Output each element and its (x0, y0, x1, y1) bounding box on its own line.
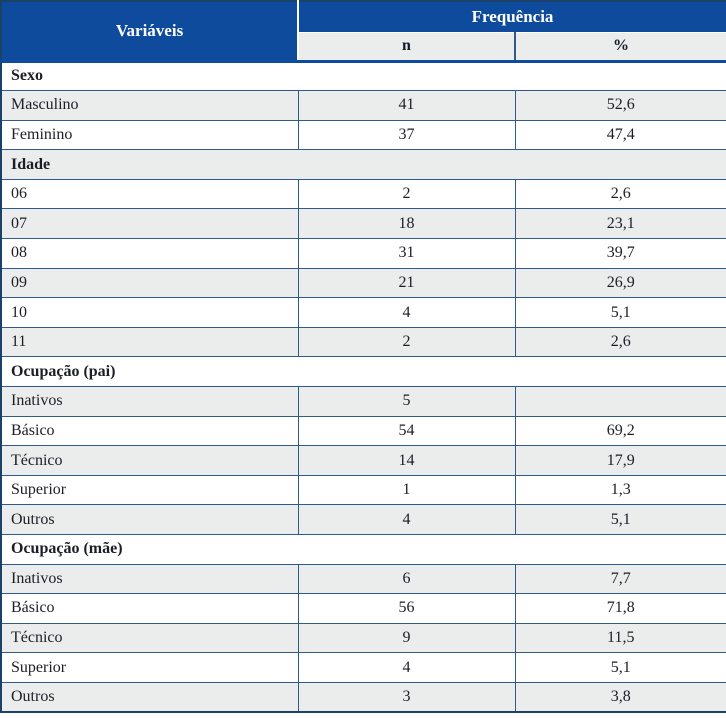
section-row: Ocupação (mãe) (0, 534, 726, 565)
row-pct-value: 11,5 (514, 622, 726, 654)
row-pct-value: 3,8 (514, 681, 726, 713)
row-n-value: 56 (297, 593, 516, 624)
header-row-1: Variáveis Frequência (1, 1, 726, 63)
row-pct-value: 5,1 (514, 504, 726, 535)
row-pct-value: 5,1 (514, 652, 726, 683)
row-label: 10 (0, 297, 299, 328)
row-n-value: 37 (297, 119, 516, 151)
row-pct-value: 47,4 (514, 119, 726, 151)
row-pct-value: 52,6 (514, 90, 726, 121)
table-row: Básico 54 69,2 (0, 415, 726, 447)
section-row: Idade (0, 149, 726, 180)
row-label: 08 (0, 238, 299, 269)
row-n-value: 21 (297, 267, 516, 299)
table-row: 11 2 2,6 (0, 326, 726, 358)
table-row: 10 4 5,1 (0, 297, 726, 328)
row-pct-value: 17,9 (514, 445, 726, 476)
row-label: Masculino (0, 90, 299, 121)
row-label: Superior (0, 474, 299, 506)
row-pct-value: 71,8 (514, 593, 726, 624)
row-n-value: 54 (297, 415, 516, 447)
row-label: 06 (0, 178, 299, 210)
section-title: Ocupação (mãe) (0, 534, 726, 565)
row-n-value: 9 (297, 622, 516, 654)
table-row: Inativos 6 7,7 (0, 563, 726, 595)
row-pct-value: 7,7 (514, 563, 726, 595)
table-row: Inativos 5 (0, 386, 726, 417)
table-row: Masculino 41 52,6 (0, 90, 726, 121)
row-label: Inativos (0, 386, 299, 417)
table-row: Técnico 14 17,9 (0, 445, 726, 476)
table-row: Superior 1 1,3 (0, 474, 726, 506)
row-label: Superior (0, 652, 299, 683)
row-n-value: 2 (297, 326, 516, 358)
row-label: 11 (0, 326, 299, 358)
row-n-value: 31 (297, 238, 516, 269)
row-label: 07 (0, 208, 299, 240)
column-header-variables: Variáveis (1, 1, 299, 63)
row-n-value: 5 (297, 386, 516, 417)
table-row: Superior 4 5,1 (0, 652, 726, 683)
table-row: 06 2 2,6 (0, 178, 726, 210)
header-row-2: n % (1, 32, 726, 63)
row-n-value: 18 (297, 208, 516, 240)
row-n-value: 41 (297, 90, 516, 121)
row-label: Feminino (0, 119, 299, 151)
column-subheader-n: n (297, 32, 516, 63)
row-label: Inativos (0, 563, 299, 595)
section-title: Sexo (0, 60, 726, 92)
row-n-value: 14 (297, 445, 516, 476)
table-row: 08 31 39,7 (0, 238, 726, 269)
row-pct-value: 2,6 (514, 326, 726, 358)
column-header-frequency: Frequência (296, 1, 726, 34)
table-row: 09 21 26,9 (0, 267, 726, 299)
table-body: Sexo Masculino 41 52,6 Feminino 37 47,4 … (0, 60, 726, 713)
row-label: Técnico (0, 622, 299, 654)
row-n-value: 6 (297, 563, 516, 595)
row-label: Técnico (0, 445, 299, 476)
table-row: 07 18 23,1 (0, 208, 726, 240)
row-pct-value: 23,1 (514, 208, 726, 240)
row-pct-value: 2,6 (514, 178, 726, 210)
row-pct-value: 39,7 (514, 238, 726, 269)
table-row: Outros 4 5,1 (0, 504, 726, 535)
row-n-value: 4 (297, 504, 516, 535)
table-row: Técnico 9 11,5 (0, 622, 726, 654)
row-n-value: 4 (297, 297, 516, 328)
column-subheader-pct: % (514, 32, 726, 63)
row-n-value: 2 (297, 178, 516, 210)
row-label: Básico (0, 593, 299, 624)
section-title: Ocupação (pai) (0, 356, 726, 388)
row-pct-value: 1,3 (514, 474, 726, 506)
table-header: Variáveis Frequência n % (1, 1, 726, 63)
row-pct-value (514, 386, 726, 417)
row-label: Básico (0, 415, 299, 447)
row-pct-value: 5,1 (514, 297, 726, 328)
row-pct-value: 26,9 (514, 267, 726, 299)
row-n-value: 3 (297, 681, 516, 713)
section-row: Sexo (0, 60, 726, 92)
row-n-value: 4 (297, 652, 516, 683)
section-title: Idade (0, 149, 726, 180)
row-label: 09 (0, 267, 299, 299)
row-n-value: 1 (297, 474, 516, 506)
table-row: Feminino 37 47,4 (0, 119, 726, 151)
row-label: Outros (0, 504, 299, 535)
row-label: Outros (0, 681, 299, 713)
row-pct-value: 69,2 (514, 415, 726, 447)
table-row: Outros 3 3,8 (0, 681, 726, 713)
table-row: Básico 56 71,8 (0, 593, 726, 624)
section-row: Ocupação (pai) (0, 356, 726, 388)
